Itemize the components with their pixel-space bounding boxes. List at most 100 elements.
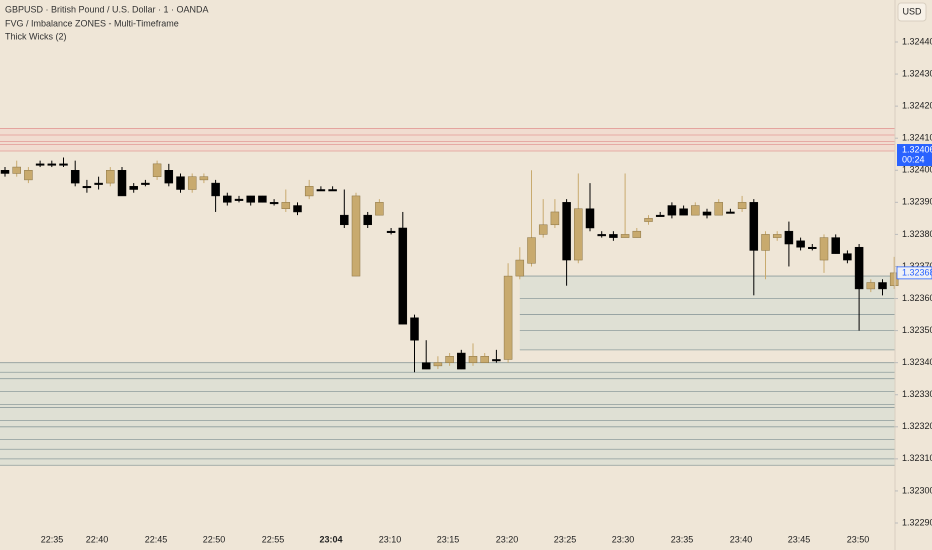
x-tick-label: 23:45 [788,534,811,544]
plot-area [0,128,899,466]
x-tick-label: 23:50 [847,534,870,544]
candle-body [784,230,794,245]
candle-body [351,195,361,277]
candle-body [223,195,232,203]
indicator-label: Thick Wicks (2) [5,31,67,41]
x-tick-label: 22:50 [203,534,226,544]
candle-body [187,176,197,190]
y-tick-label: 1.32380 [902,229,932,239]
candle-body [398,227,408,325]
candle-body [585,208,595,229]
candle-body [843,253,852,261]
x-tick-label: 23:25 [554,534,577,544]
candle-body [316,189,326,192]
candle-body [737,202,747,209]
candle-body [480,356,489,363]
zone [0,362,895,466]
candle-body [47,163,57,166]
x-tick-label: 23:15 [437,534,460,544]
candle-body [679,208,688,216]
price-marker-label: 1.32368 [902,267,932,277]
last-price-box [897,144,932,167]
candle-body [106,170,115,184]
candle-body [59,163,68,166]
candle-body [726,211,735,214]
candle-body [0,170,10,174]
candle-body [772,234,782,238]
zone [0,128,895,152]
last-price-label: 1.32406 [902,144,932,154]
candle-body [808,246,817,249]
candle-body [667,205,677,216]
candle-body [176,176,185,190]
y-tick-label: 1.32390 [902,197,932,207]
currency-button[interactable] [897,2,927,22]
y-tick-label: 1.32300 [902,485,932,495]
y-tick-label: 1.32410 [902,133,932,143]
y-tick-label: 1.32370 [902,261,932,271]
candle-body [211,182,220,197]
candle-body [597,234,606,237]
x-tick-label: 23:20 [496,534,519,544]
x-tick-label: 23:30 [612,534,635,544]
candle-body [445,356,454,363]
y-tick-label: 1.32310 [902,453,932,463]
candle-body [375,202,384,216]
candle-body [620,234,630,238]
x-tick-label: 22:45 [145,534,168,544]
candle-body [503,275,513,360]
candle-body [141,182,150,185]
candle-body [574,208,583,261]
candle-body [304,186,314,197]
x-tick-label: 22:40 [86,534,109,544]
candle-body [468,356,478,363]
candle-body [24,170,33,181]
y-tick-label: 1.32440 [902,36,932,46]
candle-body [796,240,805,248]
chart-title: GBPUSD · British Pound / U.S. Dollar · 1… [5,4,209,14]
countdown-label: 00:24 [902,154,925,164]
candle-body [269,202,279,205]
candle-body [550,211,560,226]
candle-body [457,352,466,370]
y-tick-label: 1.32400 [902,165,932,175]
candle-body [538,224,548,235]
candle-body [527,237,536,264]
candle-body [421,362,431,370]
candle-body [714,202,723,216]
candle-body [386,230,396,233]
candle-body [340,214,349,226]
candle-body [363,214,372,226]
candle-body [749,202,759,251]
candle-body [281,202,291,209]
candle-body [878,282,887,290]
y-tick-label: 1.32330 [902,389,932,399]
candle-body [702,211,712,216]
candle-body [410,317,419,341]
candle-body [94,182,103,185]
candle-body [866,282,876,290]
y-tick-label: 1.32350 [902,325,932,335]
y-tick-label: 1.32290 [902,517,932,527]
candle-body [199,176,209,181]
candle-body [12,166,21,174]
candle-body [35,163,45,166]
y-tick-label: 1.32320 [902,421,932,431]
candle-body [819,237,829,261]
candle-body [293,205,302,213]
x-tick-label: 23:35 [671,534,694,544]
candle-body [691,205,700,216]
candle-body [70,170,80,184]
candle-body [234,198,244,201]
x-tick-label: 22:55 [262,534,285,544]
candle-body [433,362,443,367]
x-tick-label: 23:04 [319,534,342,544]
candle-body [632,230,642,238]
candle-body [492,359,501,362]
candle-body [246,195,255,203]
candle-body [831,237,840,254]
currency-label[interactable]: USD [902,6,922,16]
candle-body [328,189,337,192]
